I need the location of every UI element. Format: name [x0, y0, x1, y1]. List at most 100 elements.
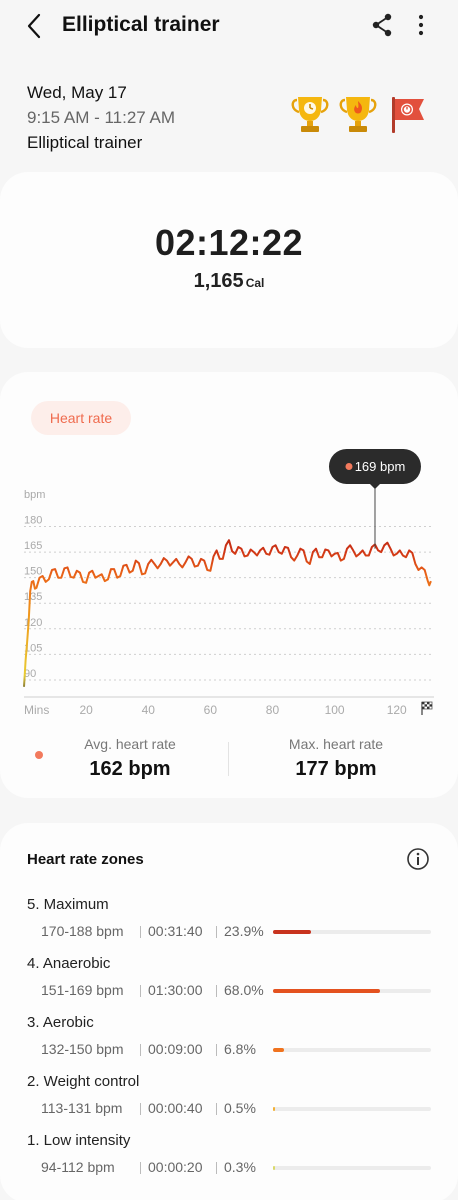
share-button[interactable] — [370, 12, 394, 38]
zone-name: 3. Aerobic — [27, 1014, 94, 1031]
y-tick-label: 165 — [24, 540, 42, 552]
heart-rate-zones-card: Heart rate zones 5. Maximum 170-188 bpm 00… — [0, 823, 458, 1200]
heart-rate-chip[interactable]: Heart rate — [31, 401, 131, 435]
zone-progress-track — [273, 930, 431, 934]
workout-summary: Wed, May 17 9:15 AM - 11:27 AM Elliptica… — [27, 80, 287, 155]
max-heart-rate-label: Max. heart rate — [288, 736, 384, 752]
avg-heart-rate: Avg. heart rate 162 bpm — [40, 736, 220, 781]
page-title: Elliptical trainer — [62, 13, 220, 36]
zone-separator — [216, 1044, 217, 1056]
zone-name: 4. Anaerobic — [27, 955, 111, 972]
zone-row: 3. Aerobic 132-150 bpm 00:09:00 6.8% — [0, 1014, 458, 1073]
zone-percent: 6.8% — [224, 1041, 256, 1057]
zone-percent: 0.3% — [224, 1159, 256, 1175]
divider — [228, 742, 229, 776]
exercise-type: Elliptical trainer — [27, 133, 143, 152]
app-bar: Elliptical trainer — [0, 0, 458, 52]
more-vertical-icon — [418, 14, 424, 36]
zone-separator — [216, 985, 217, 997]
zone-duration: 00:00:20 — [148, 1159, 203, 1175]
heart-rate-card: Heart rate bpm 90 105 120 135 150 165 180 Mins 20… — [0, 372, 458, 798]
zone-progress-fill — [273, 930, 311, 934]
zone-range: 151-169 bpm — [41, 982, 124, 998]
y-tick-label: 135 — [24, 591, 42, 603]
more-options-button[interactable] — [410, 12, 432, 38]
calories-value: 1,165 — [193, 270, 244, 292]
zone-duration: 01:30:00 — [148, 982, 203, 998]
tooltip-text: 169 bpm — [355, 459, 406, 474]
y-tick-label: 180 — [24, 515, 42, 527]
calories-burned: 1,165 Cal — [0, 270, 458, 293]
zone-progress-fill — [273, 1166, 275, 1170]
zone-separator — [140, 1103, 141, 1115]
flag-record-icon[interactable] — [388, 94, 428, 136]
zone-range: 113-131 bpm — [41, 1100, 123, 1116]
finish-flag-icon — [421, 701, 433, 715]
info-icon — [407, 848, 429, 870]
tooltip-dot — [345, 463, 353, 470]
x-tick-label: 80 — [266, 703, 280, 716]
y-tick-label: 90 — [24, 668, 36, 680]
zone-duration: 00:00:40 — [148, 1100, 203, 1116]
totals-card: 02:12:22 1,165 Cal — [0, 172, 458, 348]
zone-progress-track — [273, 989, 431, 993]
calories-unit: Cal — [245, 276, 265, 290]
zone-progress-track — [273, 1107, 431, 1111]
zone-separator — [140, 1044, 141, 1056]
back-button[interactable] — [22, 12, 48, 40]
zone-row: 2. Weight control 113-131 bpm 00:00:40 0.5% — [0, 1073, 458, 1132]
workout-duration: 02:12:22 — [154, 222, 304, 263]
zone-progress-fill — [273, 1107, 275, 1111]
zone-progress-track — [273, 1048, 431, 1052]
y-tick-label: 120 — [24, 617, 42, 629]
zone-row: 5. Maximum 170-188 bpm 00:31:40 23.9% — [0, 896, 458, 955]
heart-rate-chart[interactable]: bpm 90 105 120 135 150 165 180 Mins 20 40 60 80 100 12… — [0, 444, 458, 716]
zone-percent: 68.0% — [224, 982, 264, 998]
zone-percent: 0.5% — [224, 1100, 256, 1116]
zone-range: 94-112 bpm — [41, 1159, 115, 1175]
zone-separator — [216, 1162, 217, 1174]
max-heart-rate-value: 177 bpm — [295, 758, 377, 780]
zone-duration: 00:09:00 — [148, 1041, 203, 1057]
x-tick-label: 20 — [79, 703, 93, 716]
zone-percent: 23.9% — [224, 923, 264, 939]
achievement-badges — [290, 94, 430, 136]
tooltip-pointer — [368, 483, 381, 489]
zone-range: 132-150 bpm — [41, 1041, 124, 1057]
x-tick-label: 100 — [325, 703, 345, 716]
tooltip-bubble — [328, 449, 421, 484]
zone-progress-fill — [273, 1048, 284, 1052]
zone-separator — [216, 1103, 217, 1115]
x-tick-label: 40 — [142, 703, 156, 716]
zone-name: 5. Maximum — [27, 896, 109, 913]
workout-time-range: 9:15 AM - 11:27 AM — [27, 108, 176, 127]
x-tick-label: 60 — [204, 703, 218, 716]
zone-progress-track — [273, 1166, 431, 1170]
heart-rate-line — [23, 539, 432, 687]
share-icon — [372, 13, 392, 37]
y-tick-label: 150 — [24, 566, 42, 578]
zone-separator — [140, 926, 141, 938]
avg-heart-rate-label: Avg. heart rate — [84, 736, 176, 752]
zone-range: 170-188 bpm — [41, 923, 124, 939]
trophy-calorie-icon[interactable] — [338, 94, 378, 136]
zone-name: 2. Weight control — [27, 1073, 140, 1090]
heart-rate-stats: Avg. heart rate 162 bpm Max. heart rate … — [0, 728, 458, 788]
x-tick-label: 120 — [387, 703, 407, 716]
x-axis-label: Mins — [24, 703, 49, 716]
zone-separator — [216, 926, 217, 938]
legend-dot — [35, 751, 43, 759]
info-button[interactable] — [406, 847, 430, 871]
y-tick-label: 105 — [24, 642, 42, 654]
zone-duration: 00:31:40 — [148, 923, 203, 939]
y-axis-label: bpm — [24, 489, 45, 501]
zone-separator — [140, 985, 141, 997]
back-arrow-icon — [27, 13, 41, 39]
trophy-time-icon[interactable] — [290, 94, 330, 136]
avg-heart-rate-value: 162 bpm — [89, 758, 171, 780]
zone-row: 4. Anaerobic 151-169 bpm 01:30:00 68.0% — [0, 955, 458, 1014]
zone-row: 1. Low intensity 94-112 bpm 00:00:20 0.3% — [0, 1132, 458, 1191]
workout-date: Wed, May 17 — [27, 83, 127, 102]
zone-name: 1. Low intensity — [27, 1132, 131, 1149]
zone-progress-fill — [273, 989, 381, 993]
